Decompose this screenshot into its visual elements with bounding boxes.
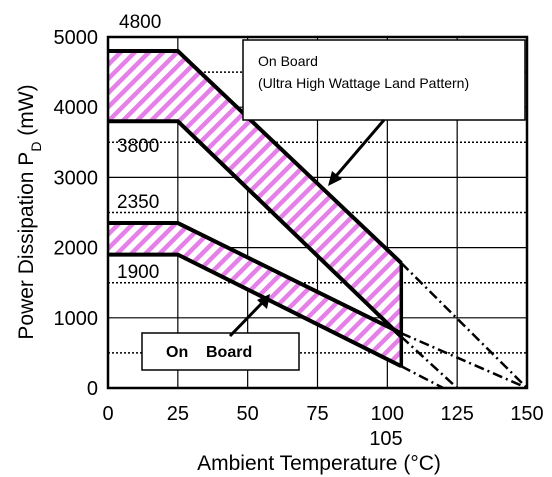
y-tick-4000: 4000	[54, 97, 99, 119]
annotation-2350: 2350	[117, 192, 159, 213]
curves	[108, 49, 528, 390]
series-7	[400, 365, 444, 390]
y-tick-3000: 3000	[54, 167, 99, 189]
band-1	[108, 223, 402, 367]
x-tick-75: 75	[306, 403, 328, 425]
legend-arrow-line	[334, 119, 386, 177]
y-axis-title: Power Dissipation PD (mW)	[15, 84, 44, 339]
on-board-arrow-head	[257, 294, 270, 309]
on-board-frame	[141, 332, 300, 371]
on-board-label: On Board	[166, 344, 252, 361]
x-tick-150: 150	[510, 403, 543, 425]
y-tick-2000: 2000	[54, 238, 99, 260]
x-axis-title: Ambient Temperature (°C)	[197, 452, 441, 475]
y-tick-labels: 0 1000 2000 3000 4000 5000	[54, 27, 99, 400]
series-0	[108, 49, 403, 265]
on-board-box: On Board	[141, 332, 300, 371]
pointer-arrows	[228, 119, 386, 338]
x-tick-125: 125	[440, 403, 473, 425]
legend-arrow-head	[328, 171, 342, 186]
y-axis-title-main: Power Dissipation P	[15, 152, 38, 340]
series-6	[108, 252, 403, 369]
y-tick-0: 0	[87, 378, 98, 400]
legend-line-2: (Ultra High Wattage Land Pattern)	[258, 75, 469, 91]
y-tick-1000: 1000	[54, 308, 99, 330]
x-extra-label-105: 105	[369, 428, 402, 450]
legend-frame	[242, 39, 526, 121]
plot-frame	[106, 35, 529, 390]
x-tick-labels: 0 25 50 75 100 125 150	[102, 403, 543, 425]
x-tick-100: 100	[371, 403, 404, 425]
on-board-arrow-line	[228, 301, 264, 338]
annotation-3800: 3800	[117, 136, 159, 157]
annotation-4800: 4800	[119, 12, 161, 33]
y-axis-title-unit: (mW)	[15, 84, 38, 141]
series-2	[108, 119, 403, 339]
y-axis-title-subscript: D	[28, 142, 44, 152]
x-tick-50: 50	[237, 403, 259, 425]
legend-box: On Board (Ultra High Wattage Land Patter…	[242, 39, 526, 121]
y-tick-5000: 5000	[54, 27, 99, 49]
legend-line-1: On Board	[258, 53, 318, 69]
annotation-1900: 1900	[117, 262, 159, 283]
series-4	[108, 221, 403, 336]
series-1	[400, 262, 528, 389]
x-tick-0: 0	[102, 403, 113, 425]
x-tick-25: 25	[167, 403, 189, 425]
series-3	[400, 335, 459, 389]
series-5	[400, 332, 528, 390]
